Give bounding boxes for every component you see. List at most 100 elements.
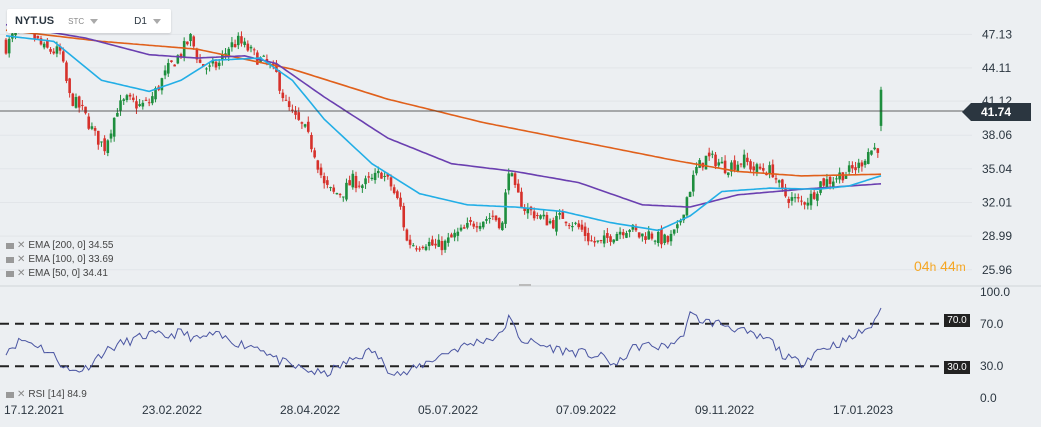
indicator-settings-icon[interactable] <box>6 256 14 263</box>
candle-body <box>154 88 157 100</box>
candle-body <box>698 160 701 168</box>
candle-body <box>488 217 491 219</box>
candle-body <box>513 173 517 186</box>
indicator-settings-icon[interactable] <box>6 242 14 249</box>
candle-body <box>376 170 380 174</box>
pane-resize-handle[interactable] <box>519 284 531 286</box>
timeframe-selector[interactable]: D1 <box>134 15 147 27</box>
candlestick-series <box>4 18 883 256</box>
candle-body <box>628 230 631 232</box>
rsi-pane <box>0 307 944 378</box>
candle-body <box>691 174 695 192</box>
candle-body <box>326 180 329 185</box>
candle-body <box>284 99 288 101</box>
candle-body <box>469 220 472 222</box>
candle-body <box>781 179 784 190</box>
candle-body <box>224 53 227 56</box>
candle-body <box>373 172 377 181</box>
legend-ema100[interactable]: ✕ EMA [100, 0] 33.69 <box>6 254 113 265</box>
candle-body <box>96 130 100 145</box>
candle-body <box>287 101 291 108</box>
close-icon[interactable]: ✕ <box>17 268 26 279</box>
candle-body <box>176 55 180 64</box>
candle-body <box>634 226 638 231</box>
candle-body <box>297 112 301 120</box>
candle-body <box>768 165 771 174</box>
candle-body <box>501 222 504 231</box>
candle-body <box>106 140 110 154</box>
legend-ema50-label: EMA [50, 0] 34.41 <box>28 268 108 279</box>
indicator-settings-icon[interactable] <box>6 270 14 277</box>
symbol-name[interactable]: NYT.US <box>15 15 55 27</box>
candle-body <box>551 220 555 229</box>
legend-ema50[interactable]: ✕ EMA [50, 0] 34.41 <box>6 268 108 279</box>
candle-body <box>408 239 412 245</box>
candle-body <box>93 128 97 131</box>
close-icon[interactable]: ✕ <box>17 389 26 400</box>
rsi-tick-label: 100.0 <box>980 285 1010 299</box>
candle-body <box>809 193 813 206</box>
candle-body <box>424 246 428 250</box>
date-tick-label: 28.04.2022 <box>280 403 340 417</box>
legend-ema200[interactable]: ✕ EMA [200, 0] 34.55 <box>6 240 113 251</box>
date-axis: 17.12.2021 23.02.2022 28.04.2022 05.07.2022… <box>4 403 893 417</box>
candle-body <box>192 36 196 47</box>
indicator-settings-icon[interactable] <box>6 391 14 398</box>
price-tick-label: 28.99 <box>982 229 1012 243</box>
candle-body <box>205 68 208 70</box>
candle-body <box>128 94 132 97</box>
ema-50-line <box>5 35 882 232</box>
candle-body <box>186 41 189 45</box>
candle-body <box>141 102 145 107</box>
symbol-toolbar[interactable]: NYT.US STC D1 <box>7 9 171 33</box>
legend-rsi[interactable]: ✕ RSI [14] 84.9 <box>6 389 87 400</box>
candle-body <box>536 215 539 217</box>
countdown-minutes-unit: m <box>955 260 966 274</box>
candle-body <box>453 232 456 238</box>
chevron-down-icon[interactable] <box>152 18 161 24</box>
candle-body <box>682 214 686 221</box>
candle-body <box>348 180 351 186</box>
candle-body <box>523 208 526 211</box>
candle-body <box>116 113 119 117</box>
close-icon[interactable]: ✕ <box>17 240 26 251</box>
candle-body <box>478 225 482 229</box>
candle-body <box>567 225 571 227</box>
candle-body <box>790 197 794 201</box>
candle-body <box>456 231 460 236</box>
candle-body <box>752 166 756 171</box>
candle-body <box>189 33 192 42</box>
candle-body <box>835 178 838 180</box>
candle-body <box>332 187 336 192</box>
candle-body <box>707 152 711 157</box>
candle-body <box>278 71 281 91</box>
candle-body <box>46 40 49 48</box>
candle-body <box>316 160 320 170</box>
candle-body <box>873 147 876 150</box>
candle-body <box>329 187 332 189</box>
candle-body <box>618 231 622 235</box>
candle-body <box>135 101 138 109</box>
chevron-down-icon[interactable] <box>90 18 99 24</box>
candle-body <box>303 124 307 127</box>
candle-body <box>510 173 514 177</box>
candle-body <box>688 191 692 197</box>
candle-body <box>720 161 724 164</box>
candle-body <box>758 166 762 169</box>
candle-body <box>81 104 84 106</box>
close-icon[interactable]: ✕ <box>17 254 26 265</box>
legend-rsi-label: RSI [14] 84.9 <box>28 389 87 400</box>
candle-body <box>596 240 600 242</box>
candle-body <box>679 220 682 223</box>
candle-body <box>310 134 313 150</box>
price-tick-label: 47.13 <box>982 27 1012 41</box>
candle-body <box>415 248 418 250</box>
candle-body <box>838 172 841 180</box>
candle-body <box>437 239 441 247</box>
candle-body <box>7 38 11 54</box>
candle-body <box>147 102 151 104</box>
candle-body <box>103 138 106 152</box>
candle-body <box>647 231 651 240</box>
candle-body <box>466 222 469 228</box>
